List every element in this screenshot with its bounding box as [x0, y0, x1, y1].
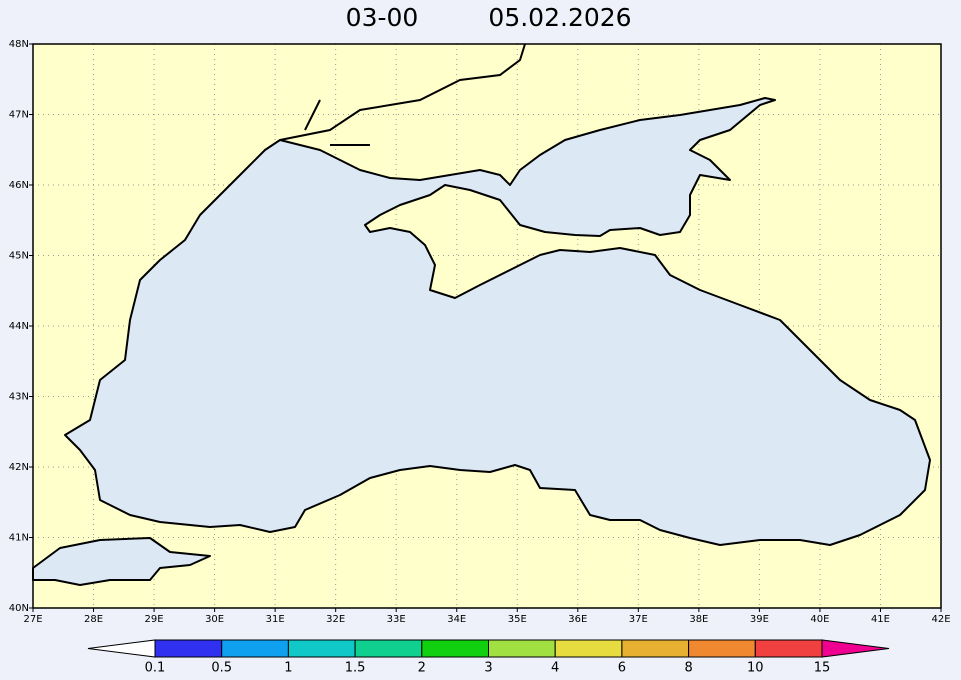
colorbar-label: 15 [814, 661, 831, 676]
lat-label: 40N [9, 603, 29, 614]
colorbar-box [221, 639, 289, 658]
lat-label: 42N [9, 462, 29, 473]
lat-label: 44N [9, 321, 29, 332]
lon-label: 33E [387, 614, 406, 625]
colorbar-box [287, 639, 356, 658]
colorbar-label: 4 [551, 661, 559, 676]
colorbar-label: 0.1 [145, 661, 166, 676]
colorbar-box [488, 639, 556, 658]
lon-label: 30E [205, 614, 224, 625]
colorbar-box [621, 639, 690, 658]
lon-label: 38E [689, 614, 708, 625]
colorbar-box [421, 639, 489, 658]
lon-label: 31E [266, 614, 285, 625]
title-date: 05.02.2026 [488, 3, 631, 32]
colorbar-label: 0.5 [211, 661, 232, 676]
marmara-sea [32, 537, 211, 586]
lon-label: 34E [447, 614, 466, 625]
lon-label: 37E [629, 614, 648, 625]
lon-label: 40E [810, 614, 829, 625]
colorbar-box [754, 639, 823, 658]
lon-label: 28E [84, 614, 103, 625]
lon-label: 35E [508, 614, 527, 625]
colorbar-over [821, 639, 890, 658]
lat-label: 48N [9, 39, 29, 50]
lon-label: 36E [568, 614, 587, 625]
lon-label: 42E [931, 614, 950, 625]
lon-label: 39E [750, 614, 769, 625]
colorbar-box [554, 639, 623, 658]
map-frame [32, 43, 942, 609]
lat-label: 41N [9, 533, 29, 544]
lon-label: 41E [871, 614, 890, 625]
colorbar-box [354, 639, 423, 658]
lat-label: 43N [9, 392, 29, 403]
lat-label: 46N [9, 180, 29, 191]
colorbar-label: 10 [747, 661, 764, 676]
sea [64, 97, 931, 546]
lon-label: 27E [23, 614, 42, 625]
colorbar-label: 2 [418, 661, 426, 676]
lon-label: 29E [145, 614, 164, 625]
lon-label: 32E [326, 614, 345, 625]
coast-line [279, 43, 526, 146]
title-time: 03-00 [346, 3, 419, 32]
colorbar-box [688, 639, 756, 658]
colorbar-under [87, 639, 156, 658]
colorbar-box [154, 639, 223, 658]
colorbar-label: 6 [618, 661, 626, 676]
colorbar-label: 1.5 [345, 661, 366, 676]
colorbar-label: 8 [684, 661, 692, 676]
colorbar: 0.1 0.5 1 1.5 2 3 4 6 8 10 15 [87, 639, 890, 676]
colorbar-label: 1 [284, 661, 292, 676]
colorbar-label: 3 [484, 661, 492, 676]
lat-label: 45N [9, 251, 29, 262]
lat-label: 47N [9, 110, 29, 121]
